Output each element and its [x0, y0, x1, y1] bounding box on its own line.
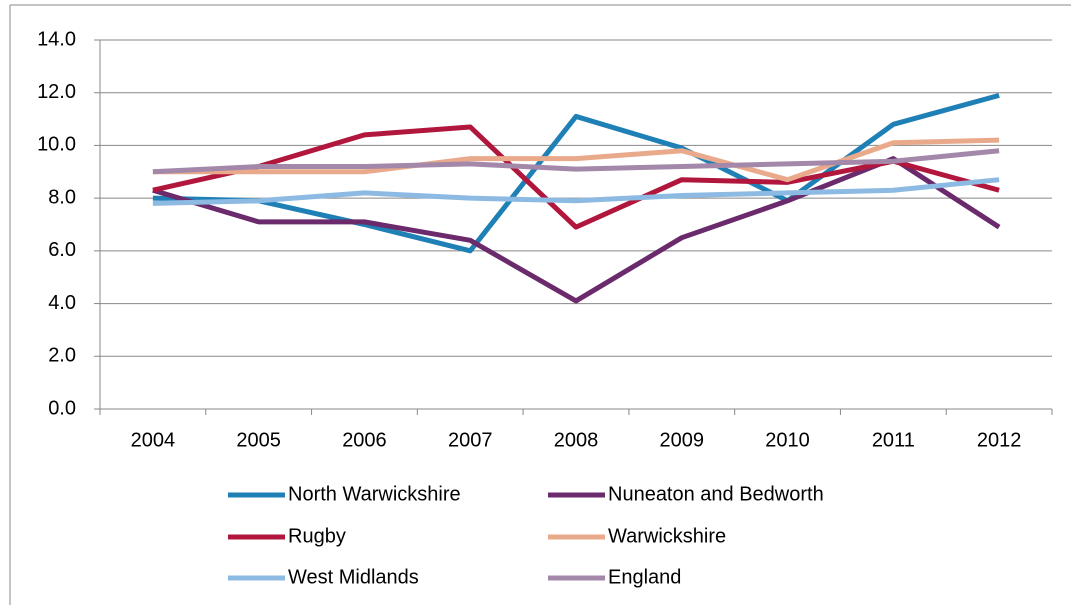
- legend-label: Warwickshire: [608, 525, 726, 547]
- legend-label: West Midlands: [288, 566, 419, 588]
- series-line: [152, 124, 1000, 230]
- x-tick-label: 2004: [131, 429, 176, 451]
- x-tick-label: 2009: [660, 429, 705, 451]
- legend-label: Nuneaton and Bedworth: [608, 483, 824, 505]
- y-tick-label: 6.0: [48, 239, 76, 261]
- y-tick-label: 8.0: [48, 186, 76, 208]
- series-line: [152, 137, 1000, 183]
- y-tick-label: 10.0: [37, 134, 76, 156]
- y-tick-label: 0.0: [48, 397, 76, 419]
- legend-label: England: [608, 566, 681, 588]
- series-line: [152, 177, 1000, 206]
- x-tick-label: 2008: [554, 429, 599, 451]
- legend-label: Rugby: [288, 525, 346, 547]
- x-tick-label: 2010: [765, 429, 810, 451]
- y-tick-label: 2.0: [48, 345, 76, 367]
- x-tick-label: 2007: [448, 429, 493, 451]
- x-tick-label: 2012: [977, 429, 1022, 451]
- x-tick-label: 2011: [872, 429, 915, 451]
- x-tick-label: 2005: [236, 429, 281, 451]
- y-tick-label: 14.0: [37, 28, 76, 50]
- series-line: [152, 92, 1000, 254]
- y-tick-label: 12.0: [37, 81, 76, 103]
- series-line: [152, 148, 1000, 175]
- series-line: [152, 156, 1001, 304]
- x-tick-label: 2006: [342, 429, 387, 451]
- legend-label: North Warwickshire: [288, 483, 461, 505]
- y-tick-label: 4.0: [48, 292, 76, 314]
